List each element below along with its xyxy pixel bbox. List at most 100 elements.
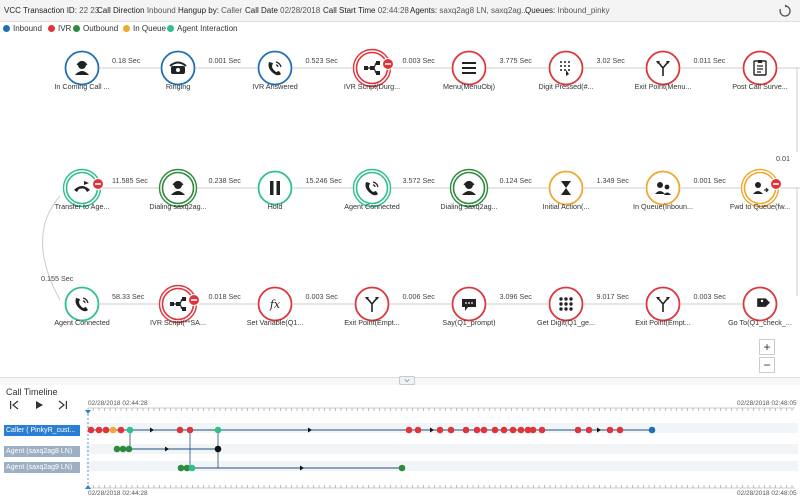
flow-node[interactable] <box>645 50 681 86</box>
legend-item: Agent Interaction <box>167 24 237 33</box>
timeline-event-dot[interactable] <box>214 426 222 434</box>
flow-node[interactable] <box>449 168 489 208</box>
timeline-event-dot[interactable] <box>574 426 582 434</box>
flow-node[interactable] <box>62 168 104 208</box>
timeline-event-dot[interactable] <box>183 464 191 472</box>
timeline-row-label[interactable]: Agent (saxq2ag9 LN) <box>4 462 80 473</box>
call-flow-canvas[interactable]: fx In Coming Call ... Ringing IVR Answered… <box>0 36 800 378</box>
flow-node[interactable] <box>451 286 487 322</box>
flow-node[interactable] <box>451 50 487 86</box>
timeline-event-dot[interactable] <box>102 426 110 434</box>
timeline-arrow <box>150 427 154 433</box>
flow-node[interactable] <box>352 168 392 208</box>
zoom-in-button[interactable]: + <box>759 339 775 355</box>
timeline-event-dot[interactable] <box>509 426 517 434</box>
flow-node-label-text: In Queue(Inboun... <box>633 202 693 211</box>
timeline-event-dot[interactable] <box>119 445 127 453</box>
flow-node[interactable] <box>645 286 681 322</box>
flow-node[interactable] <box>352 48 394 88</box>
timeline-event-dot[interactable] <box>188 464 196 472</box>
timeline-event-dot[interactable] <box>117 426 125 434</box>
play-icon[interactable] <box>32 399 46 411</box>
timeline-arrow <box>597 427 601 433</box>
edge-duration-label: 15.246 Sec <box>305 176 342 185</box>
agent-icon <box>171 180 185 195</box>
timeline-row-label[interactable]: Caller ( PinkyR_cust... <box>4 425 80 436</box>
hourglass-icon <box>561 181 571 195</box>
flow-node[interactable] <box>257 50 293 86</box>
legend-label: Agent Interaction <box>177 24 238 33</box>
timeline-event-dot[interactable] <box>95 426 103 434</box>
collapse-panel-icon[interactable] <box>399 376 415 385</box>
timeline-event-dot[interactable] <box>500 426 508 434</box>
agent-icon <box>462 180 476 195</box>
agents: Agents: saxq2ag8 LN, saxq2ag... <box>410 6 528 15</box>
timeline-event-dot[interactable] <box>538 426 546 434</box>
call-direction: Call Direction Inbound <box>97 6 176 15</box>
timeline-event-dot[interactable] <box>398 464 406 472</box>
timeline-event-dot[interactable] <box>529 426 537 434</box>
flow-node[interactable] <box>64 286 100 322</box>
edge-duration-label: 3.775 Sec <box>499 56 532 65</box>
flow-node[interactable]: fx <box>257 286 293 322</box>
flow-node[interactable] <box>548 170 584 206</box>
legend-dot <box>48 25 55 32</box>
timeline-event-dot[interactable] <box>113 445 121 453</box>
legend-dot <box>167 25 174 32</box>
timeline-event-dot[interactable] <box>462 426 470 434</box>
timeline-event-dot[interactable] <box>606 426 614 434</box>
zoom-out-button[interactable]: − <box>759 357 775 373</box>
timeline-event-dot[interactable] <box>125 445 133 453</box>
remove-badge-icon[interactable] <box>382 58 394 70</box>
edge-duration-label: 0.011 Sec <box>693 56 726 65</box>
timeline-event-dot[interactable] <box>616 426 624 434</box>
flow-node[interactable] <box>158 168 198 208</box>
timeline-event-dot[interactable] <box>436 426 444 434</box>
legend-label: Outbound <box>83 24 119 33</box>
flow-node-label-text: IVR Answered <box>252 82 298 91</box>
flow-node-label-text: Say(Q1_prompt) <box>442 318 496 327</box>
flow-node[interactable] <box>354 286 390 322</box>
timeline-event-dot[interactable] <box>414 426 422 434</box>
timeline-event-dot[interactable] <box>126 426 134 434</box>
remove-badge-icon[interactable] <box>188 294 200 306</box>
timeline-event-dot[interactable] <box>524 426 532 434</box>
refresh-icon[interactable] <box>778 4 792 18</box>
timeline-event-dot[interactable] <box>585 426 593 434</box>
flow-node[interactable] <box>257 170 293 206</box>
phone-answered-icon <box>268 61 282 76</box>
edge-duration-label: 0.238 Sec <box>208 176 241 185</box>
flow-node[interactable] <box>742 286 778 322</box>
menu-icon <box>462 62 476 74</box>
flow-node[interactable] <box>740 168 782 208</box>
timeline-row-label[interactable]: Agent (saxq2ag8 LN) <box>4 446 80 457</box>
timeline-event-dot[interactable] <box>177 464 185 472</box>
flow-node[interactable] <box>158 284 200 324</box>
timeline-event-dot[interactable] <box>648 426 656 434</box>
flow-node[interactable] <box>160 50 196 86</box>
timeline-event-dot[interactable] <box>214 445 222 453</box>
edge-duration-label: 9.017 Sec <box>596 292 629 301</box>
timeline-event-dot[interactable] <box>109 426 117 434</box>
timeline-event-dot[interactable] <box>491 426 499 434</box>
edge-duration-label: 58.33 Sec <box>112 292 145 301</box>
timeline-event-dot[interactable] <box>517 426 525 434</box>
timeline-event-dot[interactable] <box>473 426 481 434</box>
skip-start-icon[interactable] <box>8 399 22 411</box>
timeline-event-dot[interactable] <box>405 426 413 434</box>
timeline-event-dot[interactable] <box>480 426 488 434</box>
flow-node[interactable] <box>548 286 584 322</box>
timeline-event-dot[interactable] <box>186 426 194 434</box>
flow-node[interactable] <box>645 170 681 206</box>
flow-node[interactable] <box>548 50 584 86</box>
timeline-event-dot[interactable] <box>447 426 455 434</box>
skip-end-icon[interactable] <box>55 399 69 411</box>
flow-node[interactable] <box>64 50 100 86</box>
edge-duration-label: 11.585 Sec <box>112 176 148 185</box>
remove-badge-icon[interactable] <box>770 178 782 190</box>
timeline-event-dot[interactable] <box>176 426 184 434</box>
remove-badge-icon[interactable] <box>92 178 104 190</box>
timeline-chart[interactable] <box>0 396 800 500</box>
flow-node[interactable] <box>742 50 778 86</box>
timeline-event-dot[interactable] <box>87 426 95 434</box>
